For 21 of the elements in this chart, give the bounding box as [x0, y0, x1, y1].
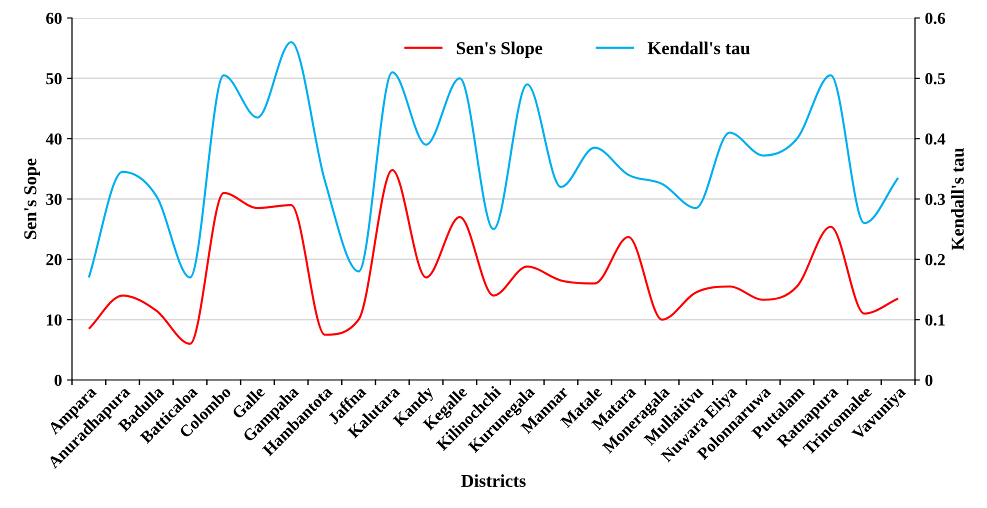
x-axis-title: Districts [461, 474, 526, 488]
y2-tick-label: 0.6 [925, 12, 946, 24]
y2-tick-label: 0.1 [925, 314, 945, 326]
y2-tick-label: 0.4 [925, 133, 946, 145]
line-series [88, 168, 900, 345]
y-tick-label: 50 [46, 73, 62, 84]
line-series [88, 41, 900, 278]
y2-tick-label: 0.3 [925, 194, 945, 206]
y2-tick-label: 0 [925, 374, 932, 386]
y-tick-label: 10 [46, 314, 62, 326]
y-tick-label: 30 [46, 194, 62, 205]
y-tick-label: 0 [54, 374, 62, 386]
legend-label: Sen's Slope [456, 42, 542, 58]
y-tick-label: 60 [46, 12, 62, 24]
y-axis-title: Sen's Sope [24, 158, 40, 239]
y-tick-label: 20 [46, 254, 62, 266]
y2-axis-title: Kendall's tau [951, 148, 964, 250]
legend-label: Kendall's tau [648, 42, 750, 54]
y2-tick-label: 0.5 [925, 73, 945, 84]
y2-tick-label: 0.2 [925, 254, 945, 266]
y-tick-label: 40 [46, 133, 62, 145]
